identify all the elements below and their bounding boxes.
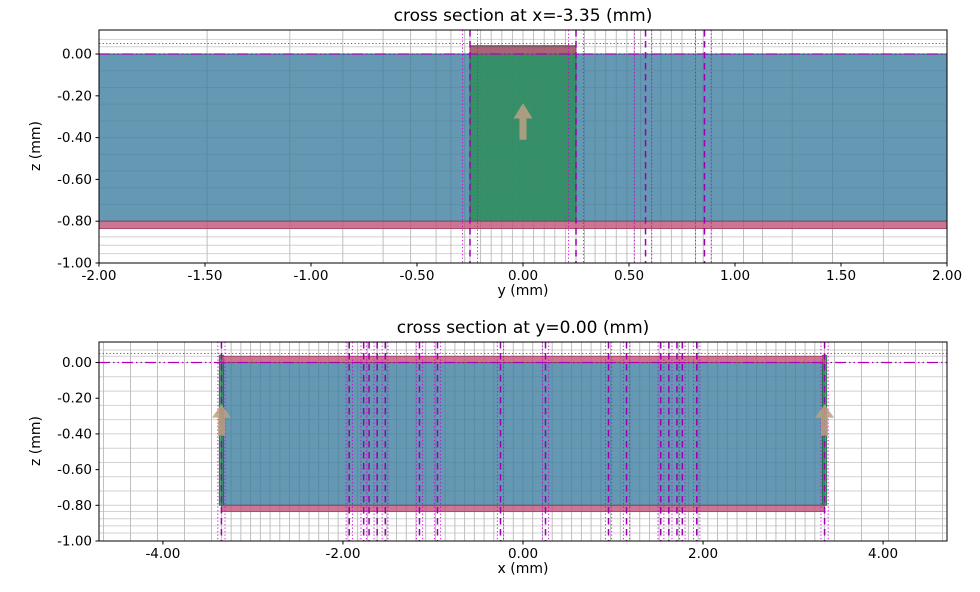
bottom-plot-xlabel: x (mm) bbox=[497, 561, 549, 577]
region-trace bbox=[220, 355, 826, 364]
plot-area-0 bbox=[99, 30, 947, 263]
x-tick-label: 2.00 bbox=[688, 546, 718, 562]
x-tick-label: -1.00 bbox=[294, 268, 329, 284]
excitation-arrow-icon bbox=[211, 404, 231, 436]
region-ground-plane bbox=[99, 220, 947, 230]
region-trace bbox=[469, 46, 577, 55]
x-tick-label: -4.00 bbox=[145, 546, 180, 562]
excitation-arrow-icon bbox=[513, 103, 533, 140]
z-tick-label: 0.00 bbox=[62, 47, 92, 63]
z-tick-label: -1.00 bbox=[57, 534, 92, 550]
x-tick-label: 0.00 bbox=[508, 546, 538, 562]
top-plot-title: cross section at x=-3.35 (mm) bbox=[393, 6, 653, 26]
z-tick-label: -0.80 bbox=[57, 214, 92, 230]
bottom-plot-title: cross section at y=0.00 (mm) bbox=[396, 318, 650, 338]
z-tick-label: -0.20 bbox=[57, 391, 92, 407]
top-plot-ylabel: z (mm) bbox=[28, 121, 44, 171]
x-tick-label: -1.50 bbox=[188, 268, 223, 284]
x-tick-label: 4.00 bbox=[868, 546, 898, 562]
z-tick-label: -1.00 bbox=[57, 256, 92, 272]
region-substrate bbox=[220, 362, 826, 506]
x-tick-label: -2.00 bbox=[82, 268, 117, 284]
z-tick-label: -0.20 bbox=[57, 88, 92, 104]
x-tick-label: 2.00 bbox=[932, 268, 962, 284]
x-tick-label: -2.00 bbox=[325, 546, 360, 562]
z-tick-label: -0.40 bbox=[57, 130, 92, 146]
x-tick-label: 0.50 bbox=[614, 268, 644, 284]
z-tick-label: 0.00 bbox=[62, 355, 92, 371]
top-plot-xlabel: y (mm) bbox=[497, 283, 549, 299]
z-tick-label: -0.40 bbox=[57, 426, 92, 442]
x-tick-label: 1.00 bbox=[720, 268, 750, 284]
x-tick-label: -0.50 bbox=[400, 268, 435, 284]
x-tick-label: 1.50 bbox=[826, 268, 856, 284]
excitation-arrow-icon bbox=[815, 404, 835, 436]
x-tick-label: 0.00 bbox=[508, 268, 538, 284]
z-tick-label: -0.60 bbox=[57, 172, 92, 188]
region-ground-plane bbox=[220, 504, 826, 513]
bottom-plot-ylabel: z (mm) bbox=[28, 416, 44, 466]
z-tick-label: -0.80 bbox=[57, 498, 92, 514]
z-tick-label: -0.60 bbox=[57, 462, 92, 478]
plot-area-1 bbox=[99, 342, 947, 541]
